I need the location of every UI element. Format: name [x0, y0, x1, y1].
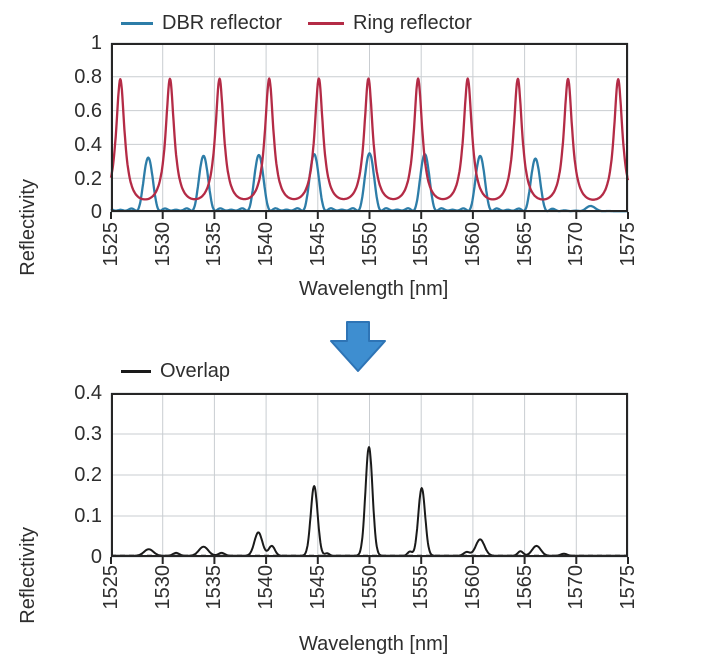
bottom-y-tick: 0.3 [74, 423, 102, 445]
overlap-legend-label: Overlap [160, 360, 231, 382]
bottom-y-tick: 0.4 [74, 382, 102, 404]
top-x-tick: 1530 [152, 222, 174, 267]
top-x-tick: 1535 [203, 222, 225, 267]
overlap-legend-line-icon [121, 369, 151, 373]
bottom-x-tick: 1555 [410, 565, 432, 610]
top-y-tick: 0 [90, 201, 102, 223]
bottom-x-tick: 1535 [203, 565, 225, 610]
bottom-y-tick: 0 [90, 546, 102, 568]
top-x-tick: 1570 [565, 222, 587, 267]
bottom-x-tick: 1545 [307, 565, 329, 610]
top-x-tick: 1540 [255, 222, 277, 267]
bottom-x-tick: 1570 [565, 565, 587, 610]
top-x-tick: 1525 [100, 222, 122, 267]
bottom-plot-area [110, 392, 629, 564]
bottom-x-axis-title: Wavelength [nm] [299, 633, 449, 655]
bottom-x-tick: 1525 [100, 565, 122, 610]
bottom-x-tick: 1550 [359, 565, 381, 610]
top-y-tick: 1 [90, 32, 102, 54]
top-y-tick: 0.2 [74, 168, 102, 190]
top-x-tick: 1565 [514, 222, 536, 267]
bottom-x-tick: 1565 [514, 565, 536, 610]
bottom-x-tick: 1575 [617, 565, 639, 610]
ring-legend-line-icon [308, 21, 344, 25]
down-arrow-icon [330, 321, 386, 372]
bottom-x-tick: 1530 [152, 565, 174, 610]
top-plot-area [109, 42, 630, 219]
dbr-legend-line-icon [121, 21, 153, 25]
top-y-axis-title: Reflectivity [17, 179, 39, 276]
top-legend-ring: Ring reflector [307, 12, 472, 34]
top-y-tick: 0.4 [74, 134, 102, 156]
top-x-tick: 1560 [462, 222, 484, 267]
bottom-x-tick: 1540 [255, 565, 277, 610]
top-x-tick: 1550 [359, 222, 381, 267]
top-x-tick: 1575 [617, 222, 639, 267]
dbr-legend-label: DBR reflector [162, 12, 283, 34]
top-x-axis-title: Wavelength [nm] [299, 278, 449, 300]
bottom-legend-overlap: Overlap [120, 360, 230, 382]
top-legend-dbr: DBR reflector [120, 12, 282, 34]
top-y-tick: 0.8 [74, 66, 102, 88]
bottom-y-tick: 0.1 [74, 505, 102, 527]
bottom-x-tick: 1560 [462, 565, 484, 610]
top-x-tick: 1555 [410, 222, 432, 267]
top-y-tick: 0.6 [74, 100, 102, 122]
bottom-y-axis-title: Reflectivity [17, 527, 39, 624]
ring-legend-label: Ring reflector [353, 12, 472, 34]
bottom-y-tick: 0.2 [74, 464, 102, 486]
top-x-tick: 1545 [307, 222, 329, 267]
